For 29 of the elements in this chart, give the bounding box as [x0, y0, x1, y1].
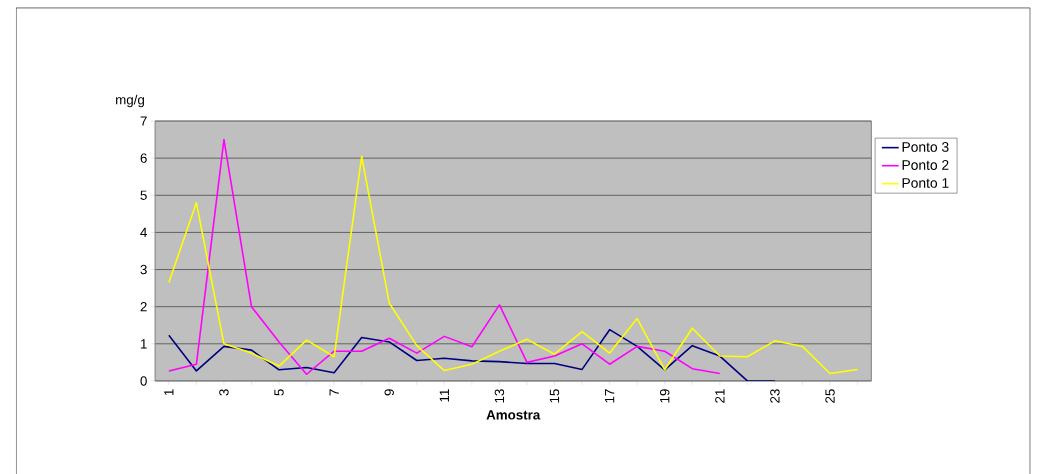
x-tick-label: 11	[439, 389, 449, 402]
legend-label: Ponto 1	[902, 178, 949, 188]
x-tick-label: 7	[329, 389, 339, 396]
y-tick-label: 1	[140, 339, 147, 349]
x-tick-label: 17	[605, 389, 615, 403]
x-tick-label: 1	[164, 389, 174, 395]
y-axis-title: mg/g	[116, 94, 144, 108]
legend-label: Ponto 3	[902, 141, 949, 152]
y-tick-label: 0	[140, 376, 147, 386]
line-series	[168, 328, 776, 381]
x-tick-label: 25	[825, 389, 835, 403]
x-tick-label: 23	[770, 389, 780, 403]
x-axis-title: Amostra	[486, 410, 541, 420]
x-tick-label: 19	[660, 389, 670, 403]
x-tick-label: 3	[219, 389, 229, 396]
y-tick-label: 5	[140, 190, 147, 200]
y-tick-label: 4	[140, 227, 147, 237]
x-tick-label: 21	[715, 389, 725, 403]
y-tick-label: 6	[140, 153, 147, 163]
x-tick-label: 15	[549, 389, 560, 403]
x-tick-label: 5	[274, 389, 284, 396]
y-tick-label: 3	[140, 264, 147, 275]
y-tick-label: 2	[140, 301, 147, 312]
x-tick-label: 13	[494, 389, 505, 403]
line-series	[168, 155, 859, 375]
legend-label: Ponto 2	[902, 160, 949, 170]
line-series	[168, 138, 721, 375]
x-tick-label: 9	[384, 389, 394, 396]
y-tick-label: 7	[140, 116, 147, 126]
